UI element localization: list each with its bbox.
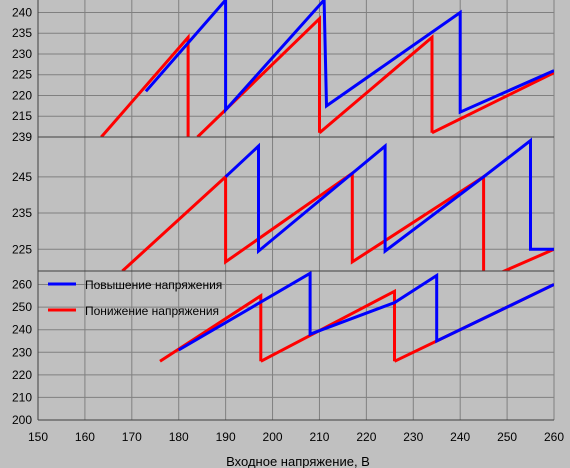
y-tick-label: 235 — [12, 26, 32, 40]
x-tick-label: 220 — [356, 430, 376, 444]
x-tick-label: 190 — [216, 430, 236, 444]
x-tick-label: 210 — [309, 430, 329, 444]
x-tick-label: 250 — [497, 430, 517, 444]
y-tick-label: 200 — [12, 413, 32, 427]
x-tick-label: 170 — [122, 430, 142, 444]
y-tick-label: 240 — [12, 323, 32, 337]
y-tick-label: 210 — [12, 390, 32, 404]
series-line-voltage-drop — [431, 71, 554, 135]
y-tick-label: 250 — [12, 300, 32, 314]
axis-layer: 215 220 225 230 235 240 225 235 245 239 200 210 220 2… — [12, 0, 564, 444]
legend-label: Понижение напряжения — [85, 304, 219, 318]
series-line-voltage-drop — [100, 33, 190, 137]
y-tick-label: 239 — [12, 130, 32, 144]
y-tick-label: 240 — [12, 5, 32, 19]
panel-middle — [121, 137, 554, 271]
legend-label: Повышение напряжения — [85, 278, 222, 292]
series-line-voltage-rise — [144, 0, 554, 115]
x-tick-label: 180 — [169, 430, 189, 444]
y-tick-label: 225 — [12, 68, 32, 82]
y-tick-label: 235 — [12, 206, 32, 220]
panel-top — [100, 0, 554, 137]
series-line-voltage-drop — [318, 34, 434, 134]
x-tick-label: 200 — [263, 430, 283, 444]
series-line-voltage-drop — [196, 15, 321, 137]
y-tick-label: 230 — [12, 345, 32, 359]
series-layer — [100, 0, 554, 363]
x-tick-label: 150 — [28, 430, 48, 444]
y-tick-label: 245 — [12, 170, 32, 184]
y-tick-label: 260 — [12, 278, 32, 292]
series-line-voltage-drop — [121, 170, 554, 271]
x-tick-label: 160 — [75, 430, 95, 444]
series-line-voltage-drop — [159, 293, 263, 363]
legend: Повышение напряжения Понижение напряжения — [48, 278, 222, 318]
grid-layer — [37, 0, 555, 421]
x-tick-label: 230 — [403, 430, 423, 444]
series-line-voltage-drop — [260, 288, 396, 363]
y-tick-label: 225 — [12, 242, 32, 256]
panel-bottom — [159, 271, 554, 363]
x-tick-label: 260 — [544, 430, 564, 444]
y-tick-label: 215 — [12, 109, 32, 123]
y-tick-label: 220 — [12, 88, 32, 102]
y-tick-label: 220 — [12, 368, 32, 382]
series-line-voltage-rise — [224, 137, 554, 255]
x-axis-title: Входное напряжение, В — [226, 454, 370, 468]
x-tick-label: 240 — [450, 430, 470, 444]
y-tick-label: 230 — [12, 47, 32, 61]
series-line-voltage-rise — [177, 271, 554, 352]
